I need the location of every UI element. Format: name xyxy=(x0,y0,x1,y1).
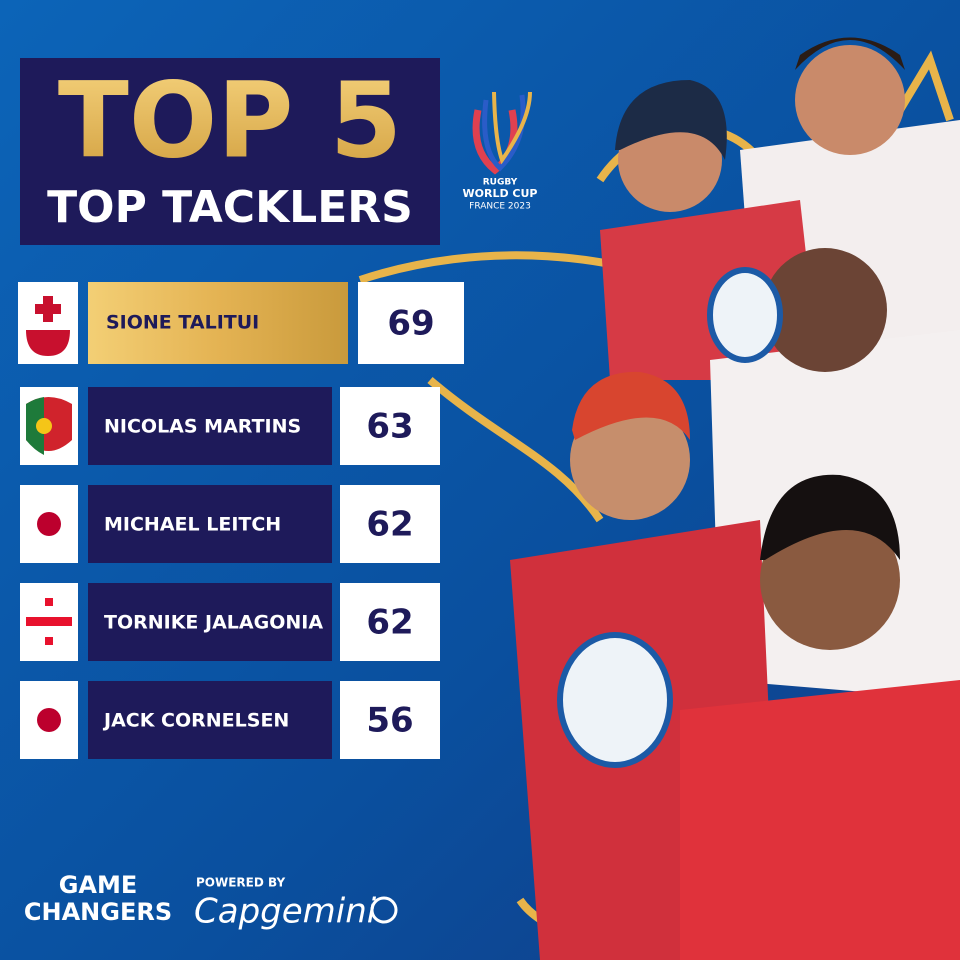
name-box xyxy=(88,387,332,465)
tackles: 62 xyxy=(366,505,413,545)
value-box xyxy=(358,282,464,364)
tackles: 56 xyxy=(366,701,413,741)
subtitle: TOP TACKLERS xyxy=(47,182,413,233)
value-box xyxy=(340,485,440,563)
flag-portugal xyxy=(26,397,72,455)
value-box xyxy=(340,681,440,759)
tackles: 69 xyxy=(387,304,434,344)
players-illustration xyxy=(510,37,960,960)
tackles: 63 xyxy=(366,407,413,447)
player-name: MICHAEL LEITCH xyxy=(104,514,281,536)
logo-text: WORLD CUP xyxy=(463,187,538,200)
player-name: JACK CORNELSEN xyxy=(102,710,289,732)
title-box xyxy=(20,58,440,245)
rwc-logo xyxy=(472,91,532,175)
name-box xyxy=(88,681,332,759)
flag-japan xyxy=(37,512,61,536)
player-name: SIONE TALITUI xyxy=(106,312,259,334)
name-box xyxy=(88,583,332,661)
sponsor: Capgemini xyxy=(194,892,377,932)
player-name: TORNIKE JALAGONIA xyxy=(104,612,323,634)
flag-japan xyxy=(37,708,61,732)
sponsor-mark xyxy=(370,896,398,924)
flag-tonga xyxy=(26,296,70,356)
tackles: 62 xyxy=(366,603,413,643)
brand: GAME xyxy=(59,871,138,899)
brand: CHANGERS xyxy=(24,898,172,926)
value-box xyxy=(340,583,440,661)
player-name: NICOLAS MARTINS xyxy=(104,416,301,438)
powered-by: POWERED BY xyxy=(196,876,285,890)
flag-georgia xyxy=(26,598,72,645)
name-box xyxy=(88,485,332,563)
title: TOP 5 xyxy=(58,59,402,181)
name-box xyxy=(88,282,348,364)
logo-text: FRANCE 2023 xyxy=(469,202,531,212)
value-box xyxy=(340,387,440,465)
logo-text: RUGBY xyxy=(483,178,518,188)
